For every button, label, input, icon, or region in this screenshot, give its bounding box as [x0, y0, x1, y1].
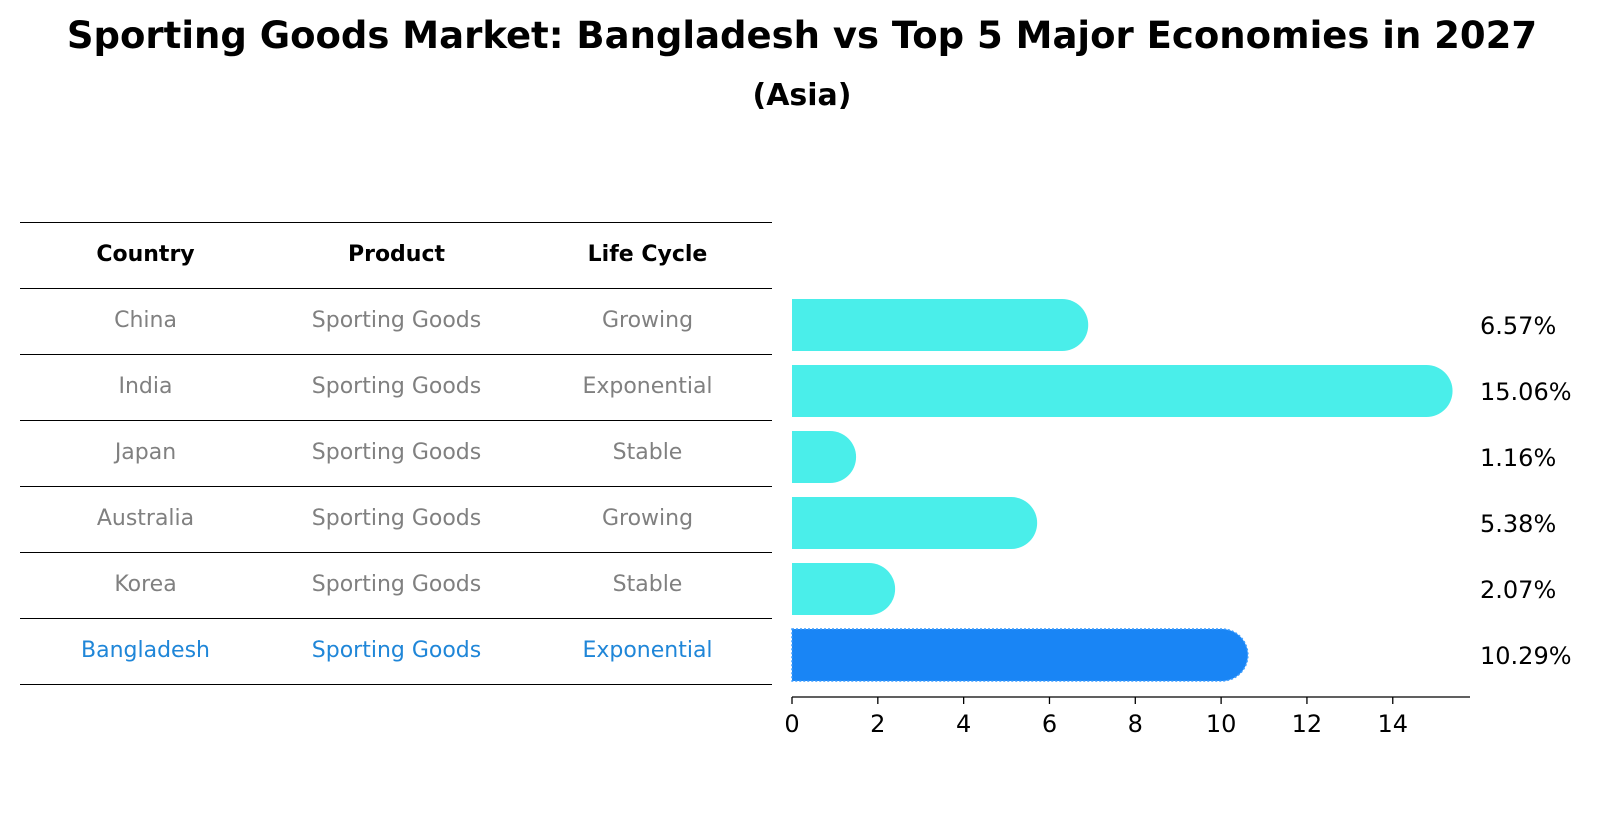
table-cell: Australia — [96, 506, 195, 531]
chart-title: Sporting Goods Market: Bangladesh vs Top… — [66, 14, 1538, 57]
table-cell: Exponential — [582, 374, 713, 399]
chart-subtitle: (Asia) — [752, 78, 852, 113]
bar-value-label: 6.57% — [1480, 312, 1556, 340]
table-rule — [20, 354, 772, 355]
table-rule — [20, 486, 772, 487]
table-header-cell: Country — [96, 242, 195, 267]
bar-bangladesh — [791, 628, 1249, 682]
table-rule — [20, 684, 772, 685]
x-tick-label: 6 — [1042, 710, 1057, 738]
table-cell: Sporting Goods — [311, 374, 482, 399]
table-header-cell: Life Cycle — [587, 242, 708, 267]
table-rule — [20, 222, 772, 223]
bar-japan — [792, 431, 857, 483]
table-cell: Sporting Goods — [311, 308, 482, 333]
table-rule — [20, 288, 772, 289]
bar-value-label: 2.07% — [1480, 576, 1556, 604]
bar-value-label: 5.38% — [1480, 510, 1556, 538]
table-cell: Stable — [612, 572, 683, 597]
x-tick-label: 2 — [870, 710, 885, 738]
table-cell: Sporting Goods — [311, 572, 482, 597]
table-cell: Sporting Goods — [311, 440, 482, 465]
table-cell: India — [118, 374, 173, 399]
x-tick-label: 12 — [1292, 710, 1323, 738]
bar-china — [792, 299, 1089, 351]
table-rule — [20, 618, 772, 619]
table-cell: Sporting Goods — [311, 506, 482, 531]
bar-value-label: 1.16% — [1480, 444, 1556, 472]
bar-value-label: 10.29% — [1480, 642, 1572, 670]
table-cell: Bangladesh — [81, 638, 210, 663]
table-cell: Sporting Goods — [311, 638, 482, 663]
table-cell: Growing — [601, 506, 694, 531]
table-cell: Korea — [114, 572, 177, 597]
bar-korea — [792, 563, 896, 615]
x-tick-label: 10 — [1206, 710, 1237, 738]
table-cell: Stable — [612, 440, 683, 465]
table-cell: China — [114, 308, 177, 333]
table-header-cell: Product — [347, 242, 446, 267]
table-cell: Exponential — [582, 638, 713, 663]
x-tick-label: 8 — [1128, 710, 1143, 738]
table-rule — [20, 552, 772, 553]
bar-value-label: 15.06% — [1480, 378, 1572, 406]
table-cell: Japan — [114, 440, 177, 465]
bar-australia — [792, 497, 1038, 549]
x-tick-label: 14 — [1377, 710, 1408, 738]
table-rule — [20, 420, 772, 421]
x-tick-label: 4 — [956, 710, 971, 738]
x-tick-label: 0 — [784, 710, 799, 738]
bar-india — [792, 365, 1453, 417]
table-cell: Growing — [601, 308, 694, 333]
